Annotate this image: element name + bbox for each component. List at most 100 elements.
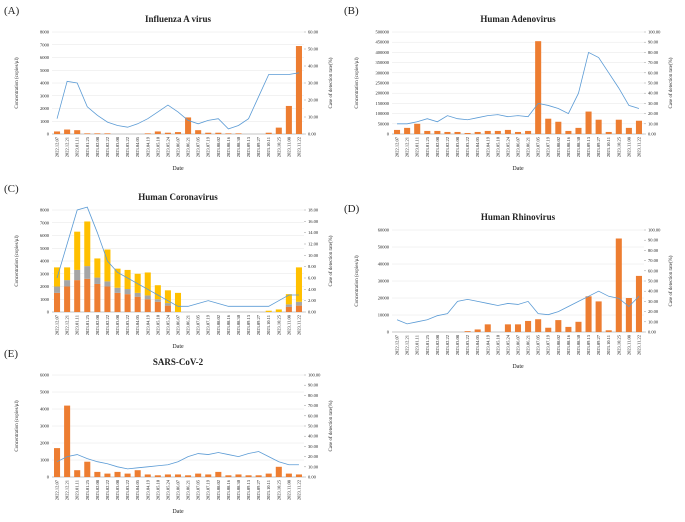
y2-tick-label: 8.00	[308, 264, 317, 269]
x-tick-label: 2023.02.08	[435, 334, 440, 355]
bar	[275, 127, 282, 134]
bar	[54, 286, 61, 293]
y2-tick-label: 12.00	[308, 242, 319, 247]
y-tick-label: 500000	[376, 30, 390, 35]
y2-tick-label: 16.00	[308, 219, 319, 224]
x-tick-label: 2023.07.05	[536, 136, 541, 157]
y2-tick-label: 30.00	[308, 444, 319, 449]
bar	[555, 320, 562, 332]
x-tick-label: 2023.07.19	[206, 136, 211, 157]
x-tick-label: 2023.04.05	[135, 136, 140, 157]
x-axis-title: Date	[172, 166, 184, 172]
y2-tick-label: 0.00	[648, 330, 657, 335]
bar	[265, 310, 272, 312]
bar	[595, 119, 602, 134]
bar	[104, 249, 111, 282]
x-axis-title: Date	[172, 344, 184, 350]
x-tick-label: 2023.08.30	[576, 136, 581, 157]
y-tick-label: 7000	[40, 220, 50, 225]
x-tick-label: 2023.11.08	[286, 314, 291, 335]
x-tick-label: 2023.11.22	[296, 480, 301, 500]
x-tick-label: 2023.07.19	[546, 334, 551, 355]
x-tick-label: 2023.03.22	[125, 137, 130, 157]
x-tick-label: 2023.03.08	[455, 136, 460, 157]
y2-tick-label: 90.00	[648, 40, 659, 45]
x-tick-label: 2023.09.13	[246, 136, 251, 157]
x-tick-label: 2023.08.30	[236, 479, 241, 500]
bar	[615, 119, 622, 134]
bar	[94, 471, 101, 477]
bar	[285, 294, 292, 305]
y-tick-label: 300000	[376, 70, 390, 75]
bar	[154, 299, 161, 302]
y-tick-label: 8000	[40, 30, 50, 35]
y2-tick-label: 20.00	[308, 454, 319, 459]
bar	[295, 46, 302, 134]
y-tick-label: 2000	[40, 106, 50, 111]
y-tick-label: 40000	[378, 262, 390, 267]
x-tick-label: 2023.11.22	[636, 137, 641, 157]
x-tick-label: 2022.12.21	[405, 335, 410, 355]
y-tick-label: 50000	[378, 121, 390, 126]
y2-tick-label: 20.00	[648, 111, 659, 116]
y2-tick-label: 6.00	[308, 276, 317, 281]
y2-tick-label: 0.00	[308, 132, 317, 137]
y2-tick-label: 70.00	[308, 403, 319, 408]
y2-tick-label: 0.00	[648, 132, 657, 137]
x-tick-label: 2023.01.25	[85, 479, 90, 500]
y2-tick-label: 70.00	[648, 60, 659, 65]
x-tick-label: 2023.01.25	[425, 136, 430, 157]
bar	[565, 326, 572, 332]
chart-title: SARS-CoV-2	[153, 357, 204, 367]
bar	[64, 267, 71, 281]
x-tick-label: 2023.02.22	[105, 137, 110, 157]
x-tick-label: 2023.09.13	[586, 334, 591, 355]
x-tick-label: 2023.10.25	[276, 136, 281, 157]
bar	[164, 474, 171, 477]
x-tick-label: 2023.05.24	[165, 314, 170, 335]
y-tick-label: 5000	[40, 68, 50, 73]
y2-tick-label: 90.00	[648, 238, 659, 243]
y-axis-title: Concentration (copies/μl)	[355, 57, 360, 108]
bar	[295, 474, 302, 477]
x-tick-label: 2023.07.19	[546, 136, 551, 157]
x-tick-label: 2023.07.05	[196, 136, 201, 157]
x-tick-label: 2023.03.22	[465, 137, 470, 157]
x-tick-label: 2023.06.07	[176, 314, 181, 335]
y2-tick-label: 30.00	[648, 299, 659, 304]
bar	[615, 238, 622, 332]
x-tick-label: 2023.06.07	[516, 136, 521, 157]
y-axis-title: Concentration (copies/μl)	[15, 235, 20, 286]
bar	[74, 470, 81, 477]
y2-axis-title: Case of detection rate(%)	[329, 400, 334, 451]
bar	[464, 331, 471, 332]
x-tick-label: 2023.02.22	[445, 137, 450, 157]
y2-tick-label: 10.00	[308, 464, 319, 469]
x-tick-label: 2023.11.22	[296, 137, 301, 157]
y2-tick-label: 100.00	[648, 228, 661, 233]
bar	[195, 473, 202, 477]
bar	[94, 133, 101, 134]
x-tick-label: 2023.06.21	[186, 315, 191, 335]
bar	[265, 473, 272, 477]
x-tick-label: 2022.12.21	[65, 137, 70, 157]
bar	[414, 123, 421, 134]
bar	[565, 130, 572, 134]
y2-tick-label: 60.00	[648, 70, 659, 75]
bar	[195, 130, 202, 134]
bar	[64, 405, 71, 477]
bar	[285, 105, 292, 134]
y2-tick-label: 10.00	[308, 253, 319, 258]
x-tick-label: 2023.07.05	[196, 479, 201, 500]
y-tick-label: 1000	[40, 297, 50, 302]
x-tick-label: 2022.12.07	[395, 136, 400, 157]
x-tick-label: 2023.05.10	[155, 479, 160, 500]
bar	[164, 132, 171, 134]
x-tick-label: 2023.04.19	[145, 479, 150, 500]
bar	[134, 296, 141, 312]
y-tick-label: 200000	[376, 91, 390, 96]
bar	[205, 132, 212, 134]
x-tick-label: 2023.02.08	[95, 479, 100, 500]
